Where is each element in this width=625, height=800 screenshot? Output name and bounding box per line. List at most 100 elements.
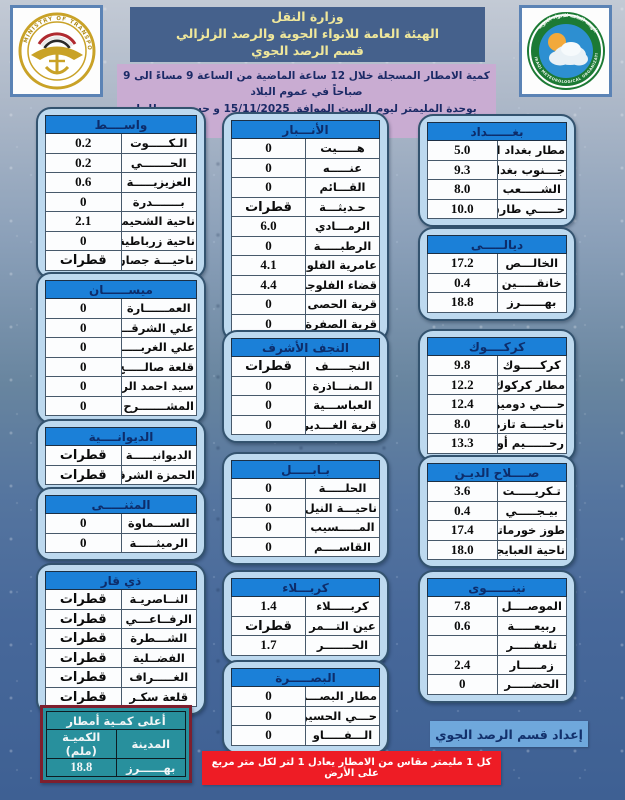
rain-value: 0 xyxy=(231,705,306,726)
table-row: طوز خورماتو 17.4 xyxy=(427,520,567,541)
title-line-ministry: وزارة النقل xyxy=(271,9,344,25)
table-row: الـمنـــاذرة 0 xyxy=(231,375,380,396)
rain-value: 0 xyxy=(231,177,306,198)
rain-value: 10.0 xyxy=(427,198,498,219)
station-name: عنـــــه xyxy=(305,157,380,178)
table-row: ربيعـــــة 0.6 xyxy=(427,615,567,636)
station-name: رحــــــيم أوه xyxy=(496,433,567,454)
station-name: عين التـــمر xyxy=(305,615,380,636)
rain-value: 0.2 xyxy=(45,133,122,154)
rain-value: 17.2 xyxy=(427,253,498,274)
station-name: تـكريـــــت xyxy=(496,481,567,502)
table-row: ناحية زرباطية 0 xyxy=(45,230,197,251)
station-name: الحـــــــر xyxy=(305,635,380,656)
rain-value: 0 xyxy=(231,313,306,334)
station-name: الشـــطرة xyxy=(120,628,197,649)
table-babel: بـابـــــل الحلـــــة 0 ناحيـــة النيل 0 الم… xyxy=(222,452,389,565)
rain-value: 5.0 xyxy=(427,140,498,161)
station-name: الحمزة الشرقي xyxy=(120,464,197,485)
table-title: ذي قار xyxy=(45,571,197,590)
table-anbar: الأنـــبار هـــــيت 0 عنـــــه 0 القـــائم 0 ح… xyxy=(222,112,389,342)
station-name: المـــــسيب xyxy=(305,517,380,538)
table-title: الديوانــــية xyxy=(45,427,197,446)
rain-value: 3.6 xyxy=(427,481,498,502)
station-name: القاســــم xyxy=(305,536,380,557)
table-row: ناحيـــة النيل 0 xyxy=(231,497,380,518)
table-baghdad: بغــــــداد مطار بغداد الدولي5.0جـــنوب … xyxy=(418,114,576,227)
table-row: قرية الصفرة 0 xyxy=(231,313,380,334)
station-name: النجـــــف xyxy=(305,356,380,377)
station-name: الخالـــص xyxy=(496,253,567,274)
station-name: ربيعـــــة xyxy=(496,615,567,636)
rain-value: 18.0 xyxy=(427,539,498,560)
table-row: تـكريـــــت 3.6 xyxy=(427,481,567,502)
station-name: قرية الحصى xyxy=(305,294,380,315)
highest-amount: 18.8 xyxy=(46,758,117,777)
rain-value: قطرات xyxy=(45,464,122,485)
table-row: حــــي دوميز 12.4 xyxy=(427,394,567,415)
rain-value: 0 xyxy=(45,337,122,358)
rain-value: 0 xyxy=(231,395,306,416)
highest-col-city: المدينة xyxy=(115,729,186,759)
rain-value: 0 xyxy=(231,686,306,707)
table-row: بهــــــرز 18.8 xyxy=(427,292,567,313)
table-title: كربـــلاء xyxy=(231,578,380,597)
table-title: بغــــــداد xyxy=(427,122,567,141)
table-row: العمــــــارة 0 xyxy=(45,298,197,319)
station-name: القـــائم xyxy=(305,177,380,198)
table-row: تلعفـــــر xyxy=(427,635,567,656)
table-row: خانقـــــين 0.4 xyxy=(427,272,567,293)
station-name: حـــي الحسين xyxy=(305,705,380,726)
rain-value: قطرات xyxy=(45,445,122,466)
rain-value: 0.6 xyxy=(427,615,498,636)
subtitle-line-1: كمية الامطار المسجلة خلال 12 ساعة الماضي… xyxy=(123,70,490,99)
table-salahaldin: صــــلاح الديـن تـكريـــــت 3.6 بيـجـــــي… xyxy=(418,455,576,568)
station-name: الحـــــــي xyxy=(120,152,197,173)
rain-value: 18.8 xyxy=(427,292,498,313)
station-name: علي الغربـــــي xyxy=(120,337,197,358)
rain-value: قطرات xyxy=(45,667,122,688)
table-row: الشـــــعب 8.0 xyxy=(427,179,567,200)
rain-value: قطرات xyxy=(45,628,122,649)
rain-value: 0.4 xyxy=(427,500,498,521)
station-name: حـديثـــة xyxy=(305,196,380,217)
table-row: الرطبـــــة 0 xyxy=(231,235,380,256)
table-row: مطار كركوك 12.2 xyxy=(427,374,567,395)
rain-value: قطرات xyxy=(231,615,306,636)
rain-value: 7.8 xyxy=(427,596,498,617)
rain-value: 4.4 xyxy=(231,274,306,295)
station-name: جـــنوب بغداد xyxy=(496,159,567,180)
table-title: ديالـــــى xyxy=(427,235,567,254)
station-name: الـمنـــاذرة xyxy=(305,375,380,396)
rain-value: 0 xyxy=(45,376,122,397)
station-name: زمـــــار xyxy=(496,654,567,675)
station-name: المشـــــــرح xyxy=(120,395,197,416)
station-name: الرمـــادي xyxy=(305,216,380,237)
rain-value: 13.3 xyxy=(427,433,498,454)
station-name: الحلـــــة xyxy=(305,478,380,499)
table-row: حـــــي طارق10.0 xyxy=(427,198,567,219)
rain-value: قطرات xyxy=(231,356,306,377)
station-name: بهــــــرز xyxy=(496,292,567,313)
highest-city: بهــــــرز xyxy=(115,758,186,777)
highest-rainfall-box: أعلى كمـية أمطار المدينة الكميـة (ملم) ب… xyxy=(40,705,192,783)
table-row: علي الغربـــــي0 xyxy=(45,337,197,358)
table-wasit: واســــط الـكـــــوت 0.2 الحـــــــي 0.2 الع… xyxy=(36,107,206,279)
ministry-of-transportation-seal-icon: MINISTRY OF TRANSPORTATION xyxy=(16,10,95,90)
station-name: الـكـــــوت xyxy=(120,133,197,154)
table-row: النــاصريـة قطرات xyxy=(45,589,197,610)
station-name: العباســـية xyxy=(305,395,380,416)
rain-value: 0 xyxy=(45,191,122,212)
rain-value: 0 xyxy=(231,138,306,159)
rain-value: 1.4 xyxy=(231,596,306,617)
station-name: الديوانيـــــة xyxy=(120,445,197,466)
rain-value: 6.0 xyxy=(231,216,306,237)
station-name: قرية الصفرة xyxy=(305,313,380,334)
rain-value: 0.6 xyxy=(45,172,122,193)
table-row: الحضـــــر 0 xyxy=(427,674,567,695)
station-name: قضاء الفلوجة xyxy=(305,274,380,295)
table-row: الحمزة الشرقيقطرات xyxy=(45,464,197,485)
rain-value: 8.0 xyxy=(427,413,498,434)
meteorological-organization-logo: الهيئة العامة للانواء الجوية IRAQI METEO… xyxy=(519,5,612,97)
